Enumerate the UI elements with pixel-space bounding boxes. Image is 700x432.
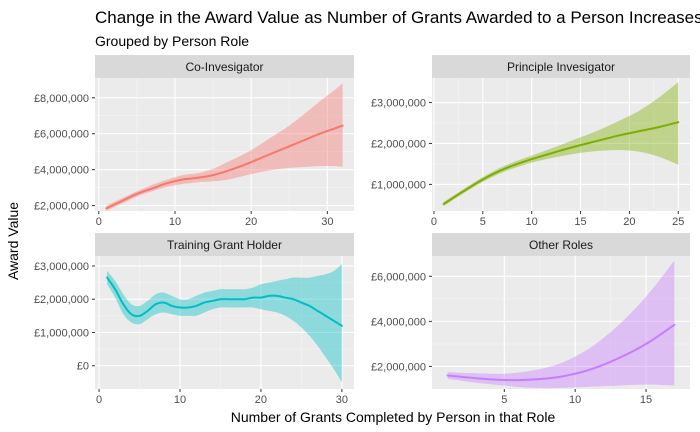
- chart-title: Change in the Award Value as Number of G…: [95, 8, 700, 27]
- confidence-ribbon: [106, 83, 343, 211]
- x-tick-label: 20: [623, 216, 635, 228]
- facet-panel: Training Grant Holder 0 10 20 30 £0 £1,000,000…: [34, 233, 354, 406]
- x-tick-label: 10: [526, 216, 538, 228]
- x-tick-label: 15: [640, 394, 652, 406]
- fit-line: [446, 323, 676, 382]
- x-tick-label: 0: [96, 394, 102, 406]
- y-axis-title: Award Value: [5, 202, 21, 280]
- facet-strip: [432, 55, 690, 78]
- facet-strip-label: Co-Invesigator: [185, 60, 263, 74]
- fit-line: [105, 124, 344, 210]
- facet-strip: [95, 55, 354, 78]
- y-tick-label: £2,000,000: [34, 294, 89, 306]
- confidence-ribbon: [107, 264, 342, 383]
- x-tick-label: 20: [245, 216, 257, 228]
- y-tick-label: £6,000,000: [34, 129, 89, 141]
- x-tick-label: 15: [574, 216, 586, 228]
- facet-strip: [95, 233, 354, 256]
- y-tick-label: £2,000,000: [371, 361, 426, 373]
- x-tick-label: 25: [672, 216, 684, 228]
- y-tick-label: £2,000,000: [371, 138, 426, 150]
- fit-line: [106, 276, 343, 327]
- y-tick-label: £8,000,000: [34, 93, 89, 105]
- facet-strip-label: Training Grant Holder: [167, 238, 282, 252]
- x-tick-label: 30: [336, 394, 348, 406]
- facet-strip-label: Principle Invesigator: [507, 60, 615, 74]
- facet-panel: Co-Invesigator 0 10 20 30 £2,000,000 £4,000,00…: [34, 55, 354, 228]
- facet-panels: Co-Invesigator 0 10 20 30 £2,000,000 £4,000,00…: [34, 55, 690, 406]
- facet-strip-label: Other Roles: [529, 238, 593, 252]
- x-tick-label: 10: [169, 216, 181, 228]
- x-tick-label: 10: [174, 394, 186, 406]
- y-tick-label: £4,000,000: [371, 316, 426, 328]
- x-tick-label: 0: [96, 216, 102, 228]
- facet-panel: Principle Invesigator 0 5 10 15 20 25 £1,000,00…: [371, 55, 690, 228]
- x-tick-label: 5: [501, 394, 507, 406]
- panel-background: [95, 256, 354, 389]
- fit-line: [442, 121, 680, 205]
- x-tick-label: 5: [480, 216, 486, 228]
- y-tick-label: £3,000,000: [371, 98, 426, 110]
- panel-background: [95, 78, 354, 211]
- facet-panel: Other Roles 5 10 15 £2,000,000 £4,000,000 £6,0…: [371, 233, 690, 406]
- x-tick-label: 20: [255, 394, 267, 406]
- y-tick-label: £1,000,000: [34, 327, 89, 339]
- x-tick-label: 30: [321, 216, 333, 228]
- confidence-ribbon: [443, 82, 679, 207]
- x-tick-label: 10: [569, 394, 581, 406]
- chart-subtitle: Grouped by Person Role: [95, 33, 249, 49]
- y-tick-label: £4,000,000: [34, 165, 89, 177]
- facet-strip: [432, 233, 690, 256]
- y-tick-label: £2,000,000: [34, 201, 89, 213]
- x-axis-title: Number of Grants Completed by Person in …: [231, 409, 556, 425]
- y-tick-label: £3,000,000: [34, 261, 89, 273]
- y-tick-label: £0: [77, 361, 89, 373]
- panel-background: [432, 78, 690, 211]
- confidence-ribbon: [447, 260, 675, 389]
- y-tick-label: £1,000,000: [371, 179, 426, 191]
- y-tick-label: £6,000,000: [371, 271, 426, 283]
- x-tick-label: 0: [431, 216, 437, 228]
